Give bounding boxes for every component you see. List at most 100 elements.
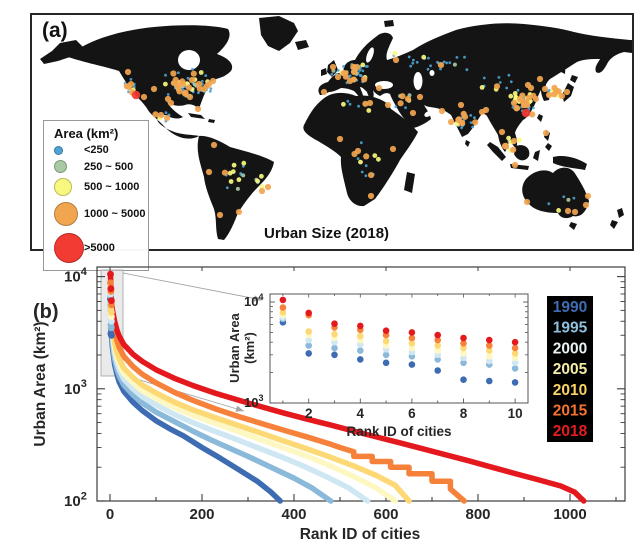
city-dot-class-4	[582, 201, 590, 209]
city-dot-class-4	[174, 81, 181, 89]
city-dot-class-3	[366, 108, 372, 113]
map-legend: Area (km²) <250 250 ~ 500 500 ~ 1000 1000 ~…	[43, 120, 149, 271]
city-dot-class-1	[507, 73, 511, 77]
city-dot-class-4	[532, 95, 540, 103]
zoom-connector-arrowhead	[235, 405, 244, 412]
city-dot-class-3	[255, 178, 260, 184]
city-dot-class-1	[204, 74, 208, 77]
inset-dot-2010	[357, 332, 364, 340]
city-dot-class-1	[445, 61, 448, 65]
city-dot-class-4	[510, 146, 517, 153]
city-dot-class-4	[124, 68, 132, 76]
city-dot-class-3	[421, 54, 427, 60]
city-dot-class-1	[394, 105, 398, 109]
city-dot-class-4	[545, 91, 553, 99]
legend-size-dot	[54, 145, 63, 155]
city-dot-class-1	[191, 67, 194, 71]
inset-dot-2015	[511, 344, 519, 352]
city-dot-class-1	[177, 71, 180, 75]
top-rank-dot-1990	[108, 331, 115, 339]
continent-landmass	[545, 143, 552, 151]
city-dot-class-3	[227, 170, 233, 176]
city-dot-class-4	[188, 76, 196, 84]
city-dot-class-4	[460, 110, 467, 117]
city-dot-class-1	[357, 104, 360, 108]
city-dot-class-4	[536, 75, 544, 83]
legend-size-dot	[54, 202, 78, 226]
year-legend-2005: 2005	[553, 361, 588, 378]
continent-landmass	[610, 220, 618, 229]
city-dot-class-1	[241, 164, 245, 168]
city-dot-class-1	[330, 72, 334, 76]
city-dot-class-4	[363, 153, 370, 160]
city-dot-class-4	[472, 119, 479, 126]
continent-landmass	[321, 68, 327, 76]
top-rank-dot-2018	[107, 285, 115, 293]
legend-size-dot	[54, 160, 67, 173]
city-dot-class-4	[516, 95, 524, 103]
city-dot-class-1	[482, 76, 486, 80]
inset-dot-2015	[408, 334, 416, 342]
legend-size-dot	[54, 233, 84, 263]
city-dot-class-4	[362, 100, 369, 107]
city-dot-class-1	[442, 60, 446, 64]
city-dot-class-1	[208, 89, 212, 93]
city-dot-class-4	[190, 70, 197, 77]
inset-dot-2010	[434, 342, 442, 349]
city-dot-class-4	[397, 100, 404, 107]
city-dot-class-1	[465, 68, 469, 72]
panel-b-label: (b)	[33, 301, 59, 323]
continent-landmass	[537, 114, 543, 122]
city-dot-class-4	[409, 109, 417, 117]
inset-dot-1995	[331, 344, 338, 352]
panel-a-map: (a) Urban Size (2018) Area (km²) <250 250…	[30, 13, 634, 271]
city-dot-class-4	[392, 56, 400, 64]
inset-y-tick-label: 104	[244, 292, 263, 309]
city-dot-class-4	[482, 106, 490, 114]
inset-dot-1995	[382, 351, 390, 359]
city-dot-class-4	[493, 83, 501, 90]
city-dot-class-4	[235, 208, 243, 216]
city-dot-class-1	[358, 73, 362, 77]
city-dot-class-1	[164, 111, 168, 115]
city-dot-class-4	[553, 87, 560, 94]
continent-landmass	[522, 167, 589, 219]
city-dot-class-4	[210, 141, 218, 149]
city-dot-class-4	[258, 187, 266, 195]
city-dot-class-4	[157, 111, 165, 119]
city-dot-class-1	[346, 99, 350, 103]
city-dot-class-4	[334, 73, 342, 81]
city-dot-class-1	[547, 202, 551, 206]
inset-dot-2010	[511, 350, 519, 357]
legend-size-label: >5000	[84, 242, 115, 254]
city-dot-class-3	[506, 135, 511, 141]
inset-x-tick-label: 8	[460, 406, 468, 421]
inset-dot-2005	[460, 350, 467, 357]
inset-dot-1995	[511, 365, 519, 372]
city-dot-class-1	[498, 81, 502, 84]
continent-landmass	[561, 59, 566, 74]
map-legend-item: 500 ~ 1000	[54, 178, 142, 196]
world-map	[40, 16, 632, 240]
city-dot-class-4	[437, 62, 445, 69]
city-dot-class-1	[412, 58, 415, 62]
inset-dot-2018	[279, 296, 287, 304]
inset-dot-1995	[434, 356, 442, 363]
city-dot-class-1	[164, 73, 167, 77]
map-title: Urban Size (2018)	[264, 225, 390, 242]
inset-x-tick-label: 10	[508, 406, 523, 421]
inset-dot-2010	[382, 337, 390, 345]
city-dot-class-3	[376, 156, 381, 162]
inset-dot-2000	[511, 359, 519, 367]
water-body	[429, 70, 435, 76]
inset-dot-2015	[486, 342, 493, 349]
continent-landmass	[197, 135, 274, 240]
x-tick-label: 1000	[553, 506, 586, 523]
inset-x-tick-label: 2	[305, 406, 313, 421]
city-dot-class-4	[172, 76, 179, 83]
city-dot-class-4	[404, 95, 412, 103]
city-dot-class-1	[359, 141, 363, 145]
city-dot-class-1	[356, 157, 360, 161]
